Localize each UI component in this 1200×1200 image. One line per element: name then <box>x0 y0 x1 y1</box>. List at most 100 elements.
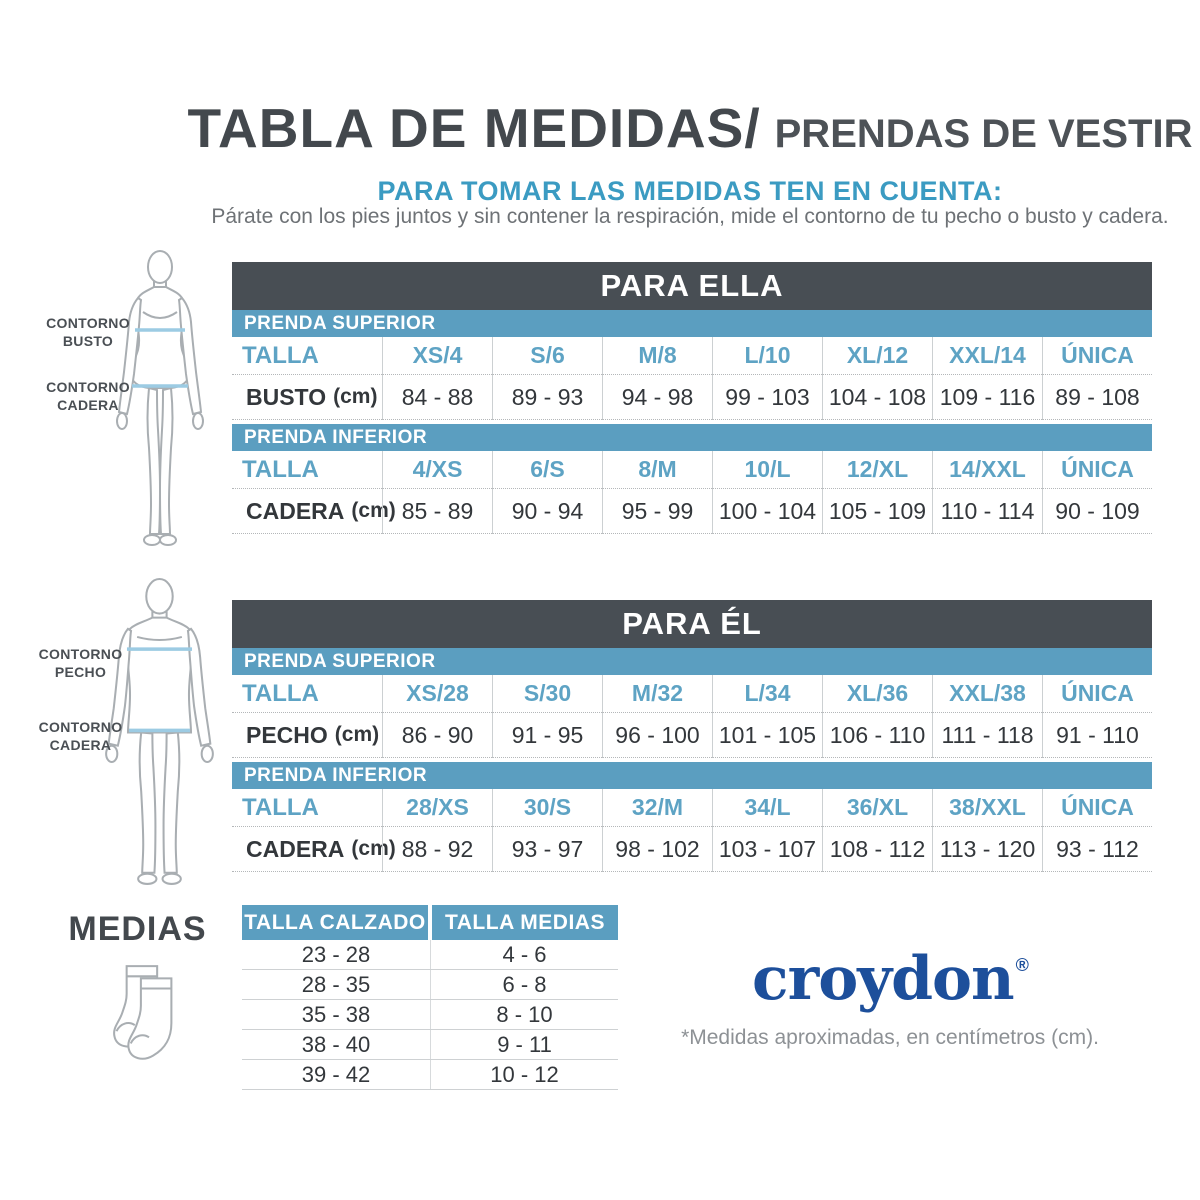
ella-superior-size-row: TALLA XS/4 S/6 M/8 L/10 XL/12 XXL/14 ÚNI… <box>232 337 1152 375</box>
value-cell: 106 - 110 <box>822 713 932 758</box>
size-cell: 12/XL <box>822 451 932 489</box>
measure-label: PECHO (cm) <box>232 713 382 758</box>
band-el-inferior: PRENDA INFERIOR <box>232 762 1152 789</box>
el-inferior-value-row: CADERA (cm) 88 - 92 93 - 97 98 - 102 103… <box>232 827 1152 872</box>
value-cell: 94 - 98 <box>602 375 712 420</box>
size-cell: L/10 <box>712 337 822 375</box>
value-cell: 105 - 109 <box>822 489 932 534</box>
page-title-main: TABLA DE MEDIDAS/ <box>187 97 761 159</box>
medias-col2-header: TALLA MEDIAS <box>432 905 618 940</box>
talla-label: TALLA <box>232 451 382 489</box>
size-cell: 32/M <box>602 789 712 827</box>
size-cell: ÚNICA <box>1042 451 1152 489</box>
tip-heading: PARA TOMAR LAS MEDIDAS TEN EN CUENTA: <box>377 176 1003 206</box>
tip-body: Párate con los pies juntos y sin contene… <box>211 205 1169 228</box>
page-title: TABLA DE MEDIDAS/PRENDAS DE VESTIR <box>180 96 1200 160</box>
value-cell: 93 - 97 <box>492 827 602 872</box>
ella-superior-value-row: BUSTO (cm) 84 - 88 89 - 93 94 - 98 99 - … <box>232 375 1152 420</box>
size-cell: XS/28 <box>382 675 492 713</box>
medias-row: 38 - 40 9 - 11 <box>242 1030 618 1060</box>
size-cell: ÚNICA <box>1042 337 1152 375</box>
el-superior-value-row: PECHO (cm) 86 - 90 91 - 95 96 - 100 101 … <box>232 713 1152 758</box>
size-cell: M/32 <box>602 675 712 713</box>
medias-row: 28 - 35 6 - 8 <box>242 970 618 1000</box>
value-cell: 111 - 118 <box>932 713 1042 758</box>
female-bust-label: CONTORNO BUSTO <box>46 315 130 350</box>
page-title-sub: PRENDAS DE VESTIR <box>774 112 1193 156</box>
band-ella-inferior: PRENDA INFERIOR <box>232 424 1152 451</box>
female-hip-label: CONTORNO CADERA <box>46 379 130 414</box>
value-cell: 86 - 90 <box>382 713 492 758</box>
socks-icon <box>113 965 173 1060</box>
male-hip-label: CONTORNO CADERA <box>38 719 123 754</box>
size-cell: XL/12 <box>822 337 932 375</box>
measure-name: PECHO <box>246 721 328 748</box>
medias-header-row: TALLA CALZADO TALLA MEDIAS <box>242 905 618 940</box>
medias-col1-header: TALLA CALZADO <box>242 905 428 940</box>
measure-name: BUSTO <box>246 383 327 410</box>
size-cell: 34/L <box>712 789 822 827</box>
registered-mark: ® <box>1015 955 1029 975</box>
value-cell: 91 - 95 <box>492 713 602 758</box>
table-para-el: PARA ÉL PRENDA SUPERIOR TALLA XS/28 S/30… <box>232 600 1152 872</box>
value-cell: 89 - 108 <box>1042 375 1152 420</box>
female-figure <box>116 250 204 546</box>
value-cell: 104 - 108 <box>822 375 932 420</box>
talla-label: TALLA <box>232 789 382 827</box>
measurements-footnote: *Medidas aproximadas, en centímetros (cm… <box>681 1026 1099 1049</box>
value-cell: 96 - 100 <box>602 713 712 758</box>
size-cell: ÚNICA <box>1042 789 1152 827</box>
measure-unit: (cm) <box>351 499 396 522</box>
size-cell: ÚNICA <box>1042 675 1152 713</box>
value-cell: 85 - 89 <box>382 489 492 534</box>
value-cell: 84 - 88 <box>382 375 492 420</box>
ella-inferior-value-row: CADERA (cm) 85 - 89 90 - 94 95 - 99 100 … <box>232 489 1152 534</box>
measure-unit: (cm) <box>334 723 380 746</box>
ella-inferior-size-row: TALLA 4/XS 6/S 8/M 10/L 12/XL 14/XXL ÚNI… <box>232 451 1152 489</box>
talla-label: TALLA <box>232 337 382 375</box>
brand-block: croydon ® *Medidas aproximadas, en centím… <box>640 946 1140 1050</box>
value-cell: 110 - 114 <box>932 489 1042 534</box>
value-cell: 95 - 99 <box>602 489 712 534</box>
value-cell: 113 - 120 <box>932 827 1042 872</box>
value-cell: 93 - 112 <box>1042 827 1152 872</box>
medias-row: 35 - 38 8 - 10 <box>242 1000 618 1030</box>
size-cell: M/8 <box>602 337 712 375</box>
size-cell: S/30 <box>492 675 602 713</box>
size-cell: 30/S <box>492 789 602 827</box>
table-title-ella: PARA ELLA <box>232 262 1152 310</box>
value-cell: 90 - 94 <box>492 489 602 534</box>
male-chest-label: CONTORNO PECHO <box>38 646 123 681</box>
band-el-superior: PRENDA SUPERIOR <box>232 648 1152 675</box>
medias-title: MEDIAS <box>68 910 207 948</box>
value-cell: 109 - 116 <box>932 375 1042 420</box>
medias-table: TALLA CALZADO TALLA MEDIAS 23 - 28 4 - 6… <box>242 905 618 1090</box>
band-ella-superior: PRENDA SUPERIOR <box>232 310 1152 337</box>
size-cell: XXL/38 <box>932 675 1042 713</box>
table-title-el: PARA ÉL <box>232 600 1152 648</box>
size-cell: 38/XXL <box>932 789 1042 827</box>
measure-name: CADERA <box>246 835 345 862</box>
measure-unit: (cm) <box>351 837 396 860</box>
croydon-logo: croydon ® <box>752 944 1029 1014</box>
value-cell: 90 - 109 <box>1042 489 1152 534</box>
size-cell: 6/S <box>492 451 602 489</box>
el-inferior-size-row: TALLA 28/XS 30/S 32/M 34/L 36/XL 38/XXL … <box>232 789 1152 827</box>
size-cell: XS/4 <box>382 337 492 375</box>
size-cell: 36/XL <box>822 789 932 827</box>
medias-row: 23 - 28 4 - 6 <box>242 940 618 970</box>
table-para-ella: PARA ELLA PRENDA SUPERIOR TALLA XS/4 S/6… <box>232 262 1152 534</box>
size-cell: XL/36 <box>822 675 932 713</box>
value-cell: 91 - 110 <box>1042 713 1152 758</box>
measure-name: CADERA <box>246 497 345 524</box>
value-cell: 100 - 104 <box>712 489 822 534</box>
medias-row: 39 - 42 10 - 12 <box>242 1060 618 1090</box>
value-cell: 108 - 112 <box>822 827 932 872</box>
measure-label: CADERA (cm) <box>232 827 396 872</box>
value-cell: 99 - 103 <box>712 375 822 420</box>
size-cell: S/6 <box>492 337 602 375</box>
size-cell: L/34 <box>712 675 822 713</box>
size-cell: XXL/14 <box>932 337 1042 375</box>
talla-label: TALLA <box>232 675 382 713</box>
value-cell: 88 - 92 <box>382 827 492 872</box>
